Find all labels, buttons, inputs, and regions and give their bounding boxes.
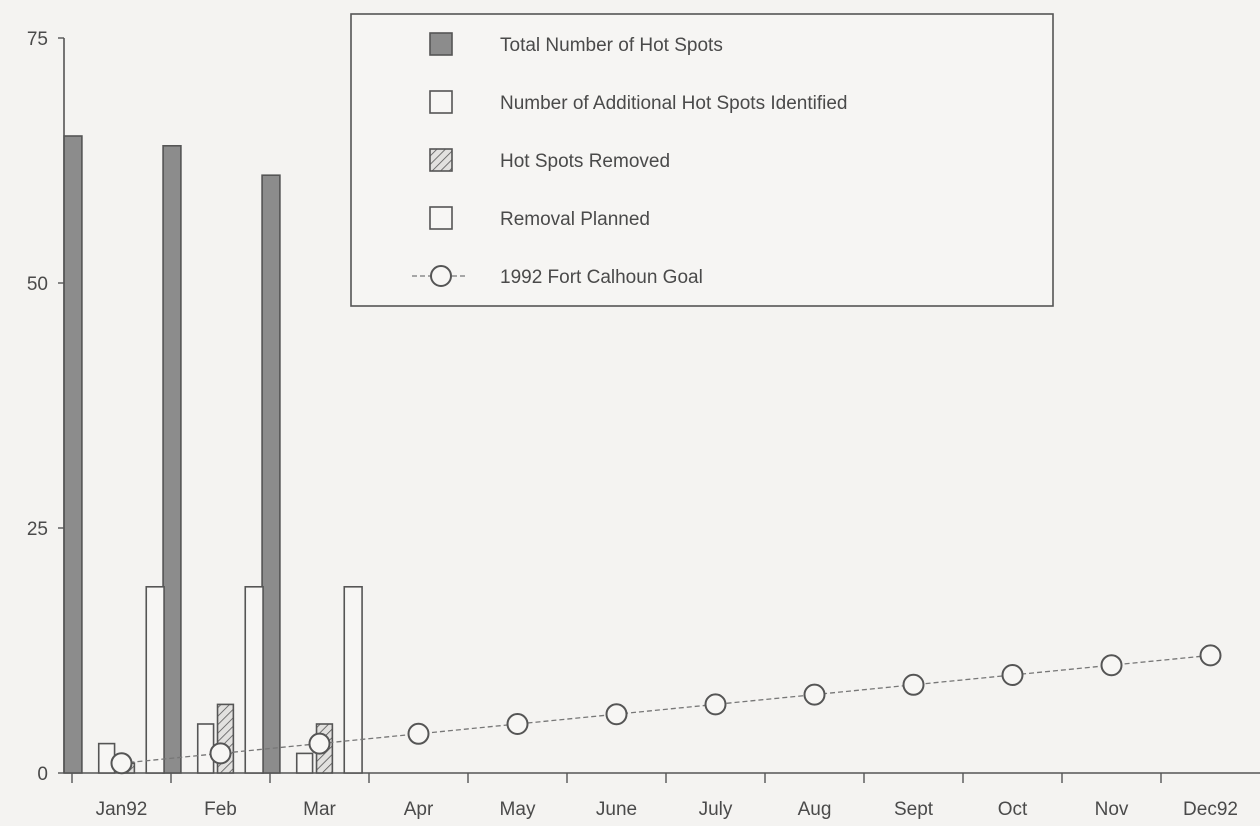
bar [162,145,182,774]
x-tick-label: Sept [894,799,934,820]
goal-point [110,752,133,775]
goal-point [605,703,628,726]
legend-swatch [429,148,453,172]
x-tick-label: Jan92 [96,799,148,820]
legend-label: Total Number of Hot Spots [500,35,723,56]
legend-swatch [429,206,453,230]
legend-label: Number of Additional Hot Spots Identifie… [500,93,847,114]
goal-point [209,742,232,765]
legend-swatch [429,32,453,56]
x-tick-label: Aug [798,799,832,820]
goal-line [121,654,1211,764]
x-tick-label: June [596,799,637,820]
legend-label: Hot Spots Removed [500,151,670,172]
y-tick-label: 75 [27,29,48,50]
bar [63,135,83,774]
goal-line-layer [110,644,1222,775]
y-tick-label: 0 [37,764,48,785]
x-tick-label: July [699,799,733,820]
x-tick-label: Apr [404,799,434,820]
goal-point [506,713,529,735]
goal-point [1199,644,1222,667]
legend-label: Removal Planned [500,209,650,230]
legend-swatch [429,90,453,114]
bar [145,585,165,774]
x-tick-label: Feb [204,799,237,820]
y-tick-label: 25 [27,519,48,540]
x-tick-label: Mar [303,799,336,820]
x-tick-label: Oct [998,799,1028,820]
axes: 0 25 50 75 Jan92 Feb Mar Apr May June July Aug Sept O… [27,29,1260,820]
goal-point [1001,664,1024,686]
legend: Total Number of Hot Spots Number of Addit… [350,13,1054,307]
y-tick-label: 50 [27,274,48,295]
goal-point [803,683,826,706]
goal-point [308,732,331,755]
bar [244,585,264,774]
bar [343,585,363,774]
goal-point [704,693,727,716]
x-tick-label: Dec92 [1183,799,1238,820]
goal-point [407,722,430,745]
bars-layer [63,135,363,774]
x-tick-label: Nov [1095,799,1129,820]
bar [261,174,281,774]
legend-marker-swatch [430,265,452,287]
legend-box [350,13,1054,307]
x-tick-label: May [500,799,536,820]
bar [295,752,314,774]
legend-label: 1992 Fort Calhoun Goal [500,267,703,288]
goal-point [902,673,925,696]
goal-point [1100,654,1123,677]
